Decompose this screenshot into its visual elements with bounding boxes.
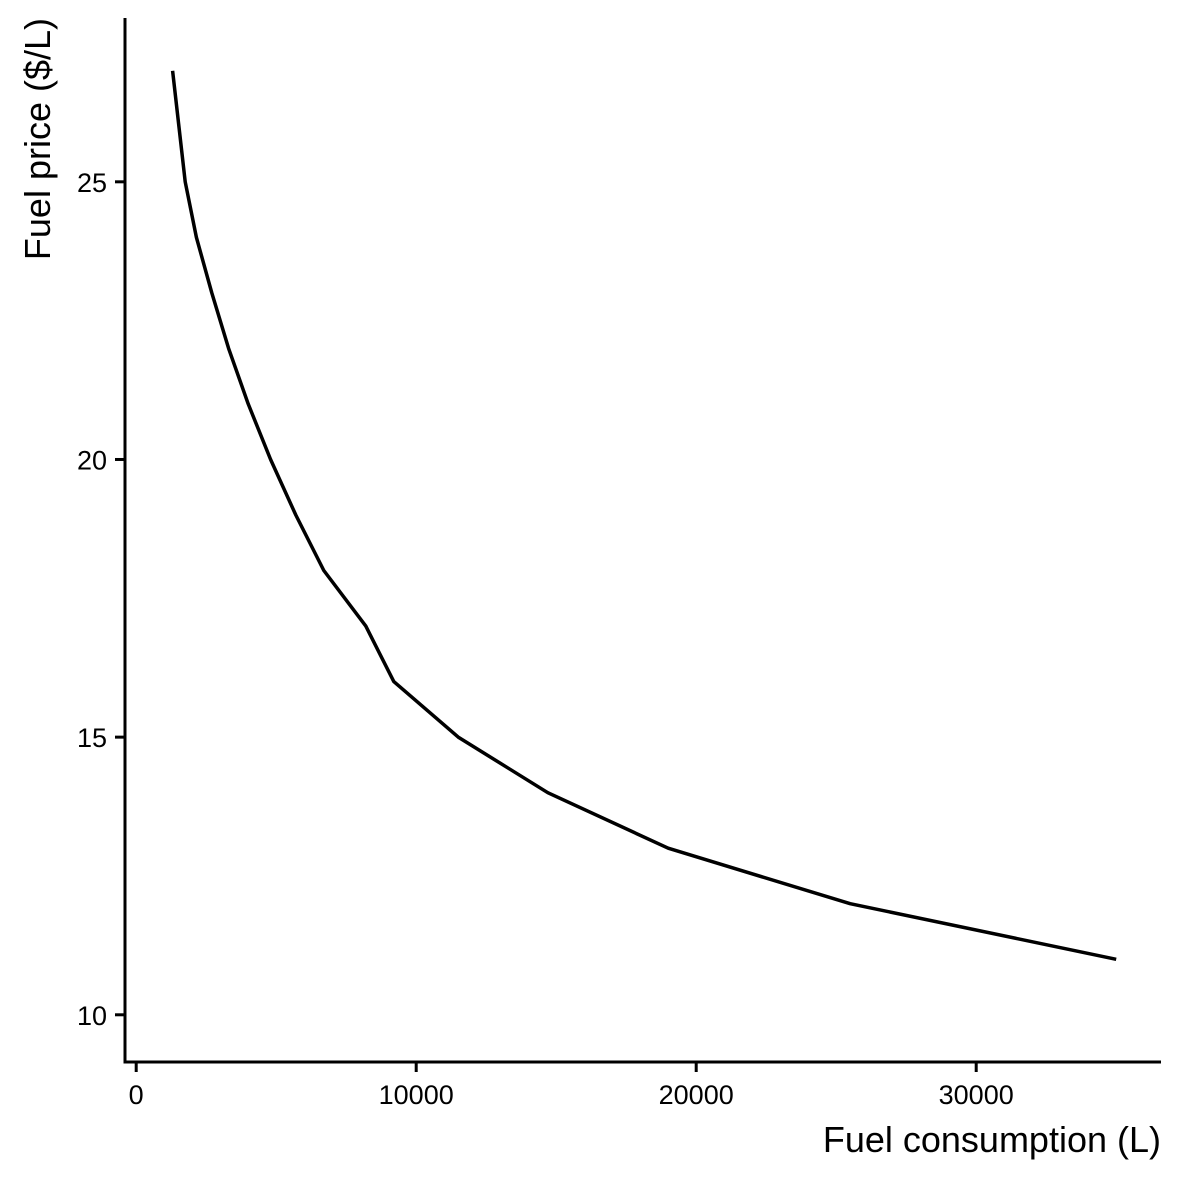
y-tick-label: 25: [77, 168, 107, 198]
x-tick-label: 0: [129, 1080, 144, 1110]
fuel-price-curve: [170, 70, 1117, 962]
x-tick-label: 30000: [939, 1080, 1014, 1110]
y-tick-label: 20: [77, 445, 107, 475]
y-tick-label: 15: [77, 723, 107, 753]
y-tick-label: 10: [77, 1001, 107, 1031]
x-tick-label: 20000: [659, 1080, 734, 1110]
x-axis-title: Fuel consumption (L): [823, 1119, 1161, 1160]
x-tick-label: 10000: [379, 1080, 454, 1110]
y-axis-ticks: 10 15 20 25: [77, 168, 125, 1031]
y-axis-title: Fuel price ($/L): [17, 18, 58, 260]
x-axis-ticks: 0 10000 20000 30000: [129, 1062, 1014, 1110]
